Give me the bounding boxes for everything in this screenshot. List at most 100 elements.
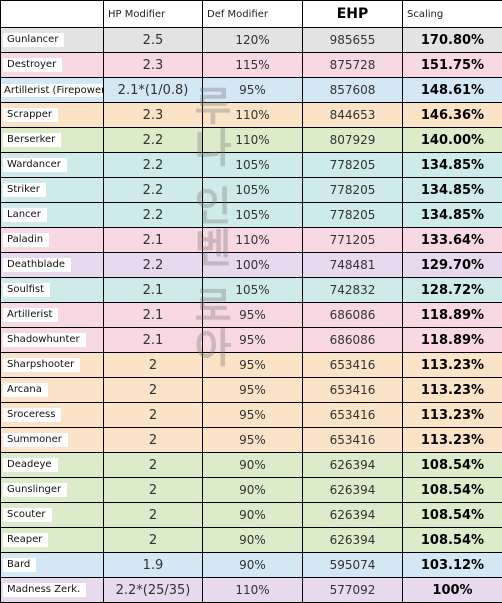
class-name-cell: Bard: [1, 553, 104, 578]
scaling-cell: 113.23%: [403, 428, 502, 453]
class-name-label: Summoner: [3, 433, 68, 447]
scaling-cell: 108.54%: [403, 453, 502, 478]
hp-modifier-cell: 2.2: [104, 128, 203, 153]
ehp-value-cell: 686086: [303, 303, 403, 328]
class-name-label: Artillerist (Firepower): [1, 84, 103, 97]
class-name-cell: Gunlancer: [1, 28, 104, 53]
ehp-value-cell: 857608: [303, 78, 403, 103]
hp-modifier-cell: 2.3: [104, 103, 203, 128]
hp-modifier-cell: 2: [104, 353, 203, 378]
hp-modifier-cell: 2.5: [104, 28, 203, 53]
scaling-cell: 140.00%: [403, 128, 502, 153]
def-modifier-cell: 120%: [203, 28, 303, 53]
class-name-label: Deadeye: [3, 458, 58, 472]
ehp-value-cell: 653416: [303, 353, 403, 378]
class-name-cell: Reaper: [1, 528, 104, 553]
def-modifier-cell: 95%: [203, 353, 303, 378]
scaling-cell: 134.85%: [403, 203, 502, 228]
class-name-label: Scrapper: [3, 108, 58, 122]
class-name-cell: Summoner: [1, 428, 104, 453]
ehp-value-cell: 626394: [303, 528, 403, 553]
ehp-value-cell: 985655: [303, 28, 403, 53]
ehp-value-cell: 771205: [303, 228, 403, 253]
class-name-label: Shadowhunter: [3, 333, 86, 347]
class-name-label: Soulfist: [3, 283, 50, 297]
class-name-cell: Striker: [1, 178, 104, 203]
header-ehp: EHP: [303, 1, 403, 28]
class-name-cell: Sroceress: [1, 403, 104, 428]
scaling-cell: 133.64%: [403, 228, 502, 253]
class-name-label: Arcana: [3, 383, 48, 397]
class-name-label: Deathblade: [3, 258, 71, 272]
class-name-label: Gunslinger: [3, 483, 67, 497]
ehp-value-cell: 653416: [303, 378, 403, 403]
hp-modifier-cell: 2.3: [104, 53, 203, 78]
def-modifier-cell: 95%: [203, 78, 303, 103]
scaling-cell: 128.72%: [403, 278, 502, 303]
ehp-value-cell: 686086: [303, 328, 403, 353]
class-name-label: Reaper: [3, 533, 48, 547]
scaling-cell: 108.54%: [403, 478, 502, 503]
ehp-value-cell: 653416: [303, 403, 403, 428]
scaling-cell: 134.85%: [403, 178, 502, 203]
hp-modifier-cell: 2: [104, 453, 203, 478]
class-name-cell: Soulfist: [1, 278, 104, 303]
class-name-label: Striker: [3, 183, 46, 197]
hp-modifier-cell: 2: [104, 528, 203, 553]
class-name-cell: Scrapper: [1, 103, 104, 128]
ehp-value-cell: 626394: [303, 453, 403, 478]
hp-modifier-cell: 2.1: [104, 278, 203, 303]
def-modifier-cell: 90%: [203, 553, 303, 578]
class-name-cell: Artillerist: [1, 303, 104, 328]
def-modifier-cell: 115%: [203, 53, 303, 78]
class-name-cell: Deadeye: [1, 453, 104, 478]
class-name-cell: Destroyer: [1, 53, 104, 78]
class-name-cell: Gunslinger: [1, 478, 104, 503]
def-modifier-cell: 110%: [203, 578, 303, 603]
def-modifier-cell: 90%: [203, 528, 303, 553]
class-name-label: Paladin: [3, 233, 49, 247]
class-name-cell: Paladin: [1, 228, 104, 253]
def-modifier-cell: 105%: [203, 178, 303, 203]
table-row: Artillerist (Firepower)2.1*(1/0.8)95%857…: [1, 78, 502, 103]
hp-modifier-cell: 2.1*(1/0.8): [104, 78, 203, 103]
ehp-value-cell: 778205: [303, 153, 403, 178]
scaling-cell: 108.54%: [403, 503, 502, 528]
scaling-cell: 118.89%: [403, 328, 502, 353]
class-name-label: Sroceress: [3, 408, 61, 422]
class-name-cell: Arcana: [1, 378, 104, 403]
scaling-cell: 146.36%: [403, 103, 502, 128]
ehp-value-cell: 653416: [303, 428, 403, 453]
class-name-label: Scouter: [3, 508, 52, 522]
class-name-label: Madness Zerk.: [3, 583, 86, 597]
ehp-value-cell: 778205: [303, 178, 403, 203]
hp-modifier-cell: 2: [104, 428, 203, 453]
scaling-cell: 113.23%: [403, 403, 502, 428]
hp-modifier-cell: 2.2: [104, 203, 203, 228]
class-name-label: Bard: [3, 558, 36, 572]
def-modifier-cell: 95%: [203, 378, 303, 403]
class-name-cell: Deathblade: [1, 253, 104, 278]
def-modifier-cell: 95%: [203, 428, 303, 453]
class-name-cell: Berserker: [1, 128, 104, 153]
def-modifier-cell: 100%: [203, 253, 303, 278]
class-name-label: Artillerist: [3, 308, 58, 322]
hp-modifier-cell: 2: [104, 503, 203, 528]
ehp-value-cell: 577092: [303, 578, 403, 603]
